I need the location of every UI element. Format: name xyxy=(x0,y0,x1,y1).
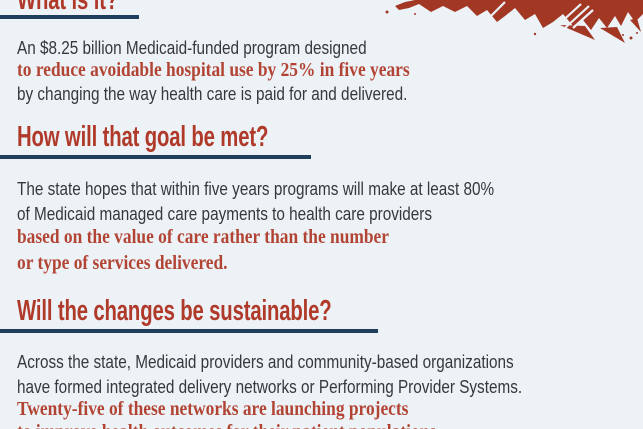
body-line-emphasis: Twenty-five of these networks are launch… xyxy=(17,398,409,420)
paint-brush-stroke-icon xyxy=(385,0,643,43)
section-heading-what-is-it: What is it? xyxy=(17,0,119,16)
body-line: The state hopes that within five years p… xyxy=(17,179,495,199)
heading-underline xyxy=(0,329,378,333)
body-line-emphasis: based on the value of care rather than t… xyxy=(17,226,389,248)
body-line-emphasis: or type of services delivered. xyxy=(17,252,228,274)
body-line: Across the state, Medicaid providers and… xyxy=(17,352,514,372)
body-line-emphasis-cropped: to improve health outcomes for their pat… xyxy=(17,420,436,429)
body-line: of Medicaid managed care payments to hea… xyxy=(17,204,433,224)
body-line: have formed integrated delivery networks… xyxy=(17,377,523,397)
section-heading-sustainable: Will the changes be sustainable? xyxy=(17,295,332,327)
body-line: by changing the way health care is paid … xyxy=(17,84,408,104)
body-line-emphasis: to reduce avoidable hospital use by 25% … xyxy=(17,59,410,81)
heading-underline xyxy=(0,155,311,159)
body-line: An $8.25 billion Medicaid-funded program… xyxy=(17,38,367,58)
heading-underline xyxy=(0,15,139,19)
section-heading-goal: How will that goal be met? xyxy=(17,121,269,153)
